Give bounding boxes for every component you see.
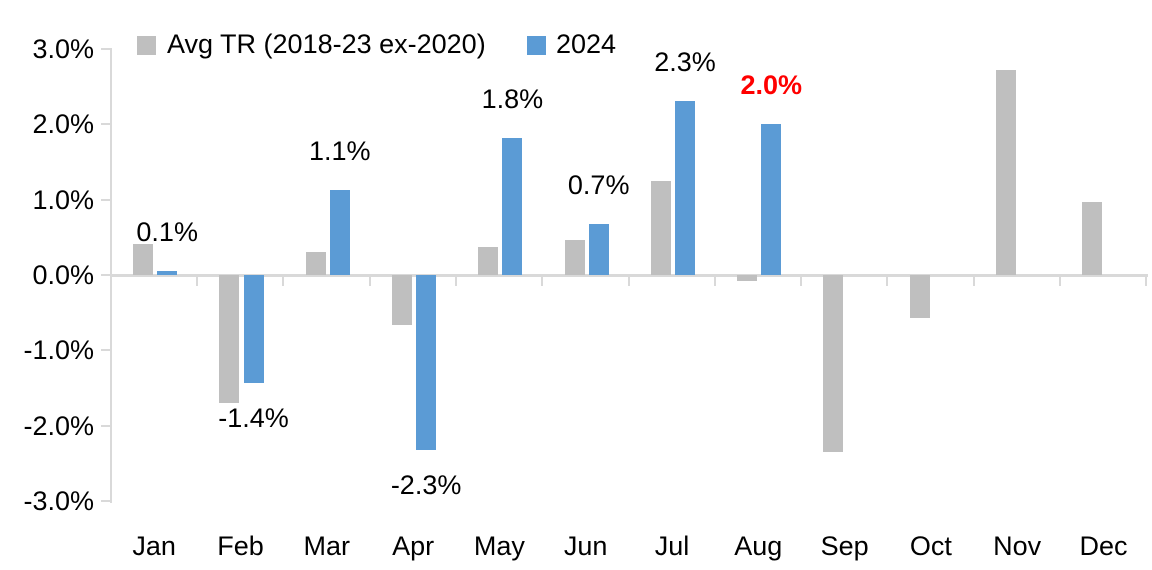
bar-avg-tr-sep [823, 275, 844, 452]
x-axis-label-aug: Aug [734, 531, 783, 561]
legend-label-2024: 2024 [556, 29, 617, 59]
bar-avg-tr-jun [564, 240, 585, 275]
x-axis-label-jan: Jan [132, 531, 176, 561]
data-label-jul: 2.3% [654, 47, 716, 78]
bar-avg-tr-dec [1082, 201, 1103, 275]
y-axis-label-1.0: 1.0% [32, 184, 94, 215]
y-axis-tick [101, 424, 110, 427]
x-axis-label-jul: Jul [654, 531, 690, 561]
bar-avg-tr-aug [737, 275, 758, 282]
bar-avg-tr-mar [305, 251, 326, 275]
data-label-feb: -1.4% [218, 403, 289, 434]
y-axis-label-3.0: 3.0% [32, 34, 94, 65]
y-axis-tick [101, 48, 110, 51]
y-axis-label-2.0: 2.0% [32, 109, 94, 140]
x-axis-tick [800, 276, 803, 286]
bar-avg-tr-may [478, 247, 499, 275]
x-axis-tick [541, 276, 544, 286]
x-axis-label-mar: Mar [303, 531, 351, 561]
x-axis-tick [196, 276, 198, 286]
legend-marker-2024 [527, 36, 546, 55]
data-label-jan: 0.1% [136, 217, 198, 248]
x-axis-label-dec: Dec [1079, 531, 1128, 561]
y-axis-label-0.0: 0.0% [32, 260, 94, 290]
y-axis-label--3.0: -3.0% [23, 485, 94, 516]
bar-2024-may [502, 137, 523, 275]
legend-marker-avg-tr [137, 36, 156, 55]
x-axis-label-feb: Feb [217, 531, 264, 561]
data-label-mar: 1.1% [309, 135, 371, 166]
x-axis-tick [886, 276, 889, 286]
x-axis-tick [109, 276, 112, 286]
data-label-apr: -2.3% [390, 470, 462, 501]
bar-avg-tr-jul [650, 180, 671, 275]
x-axis-tick [1145, 276, 1148, 286]
y-axis-tick [101, 274, 110, 276]
x-axis-label-apr: Apr [392, 531, 435, 561]
x-axis-label-nov: Nov [993, 531, 1042, 561]
bar-2024-jul [675, 101, 695, 275]
x-axis-tick [627, 276, 630, 286]
y-axis-label--2.0: -2.0% [23, 410, 94, 441]
bar-2024-jan [157, 271, 178, 275]
x-axis-tick [713, 276, 716, 286]
y-axis-tick [101, 349, 110, 352]
x-axis-label-oct: Oct [909, 531, 952, 561]
bar-2024-apr [416, 275, 437, 451]
x-axis-tick [454, 276, 457, 286]
bar-2024-jun [588, 223, 609, 275]
x-axis-tick [1059, 276, 1061, 286]
data-label-aug: 2.0% [740, 70, 803, 101]
y-axis-tick [101, 123, 110, 126]
legend-label-avg-tr: Avg TR (2018-23 ex-2020) [167, 29, 486, 59]
bar-avg-tr-jan [133, 244, 153, 275]
bar-avg-tr-nov [996, 70, 1016, 275]
y-axis-tick [101, 499, 110, 502]
x-axis-label-jun: Jun [563, 531, 608, 561]
x-axis-line [111, 273, 1148, 277]
x-axis-tick [368, 276, 371, 286]
data-label-may: 1.8% [481, 83, 544, 114]
bar-2024-feb [243, 275, 264, 384]
bar-2024-aug [761, 124, 782, 275]
bar-2024-mar [329, 189, 350, 275]
y-axis-label--1.0: -1.0% [23, 335, 94, 366]
x-axis-tick [282, 276, 285, 286]
bar-avg-tr-feb [219, 275, 240, 403]
x-axis-tick [972, 276, 975, 286]
x-axis-label-may: May [473, 531, 525, 561]
bar-avg-tr-oct [909, 275, 930, 318]
x-axis-label-sep: Sep [820, 531, 869, 561]
data-label-jun: 0.7% [567, 169, 630, 200]
bar-avg-tr-apr [391, 275, 412, 325]
y-axis-tick [101, 198, 110, 201]
